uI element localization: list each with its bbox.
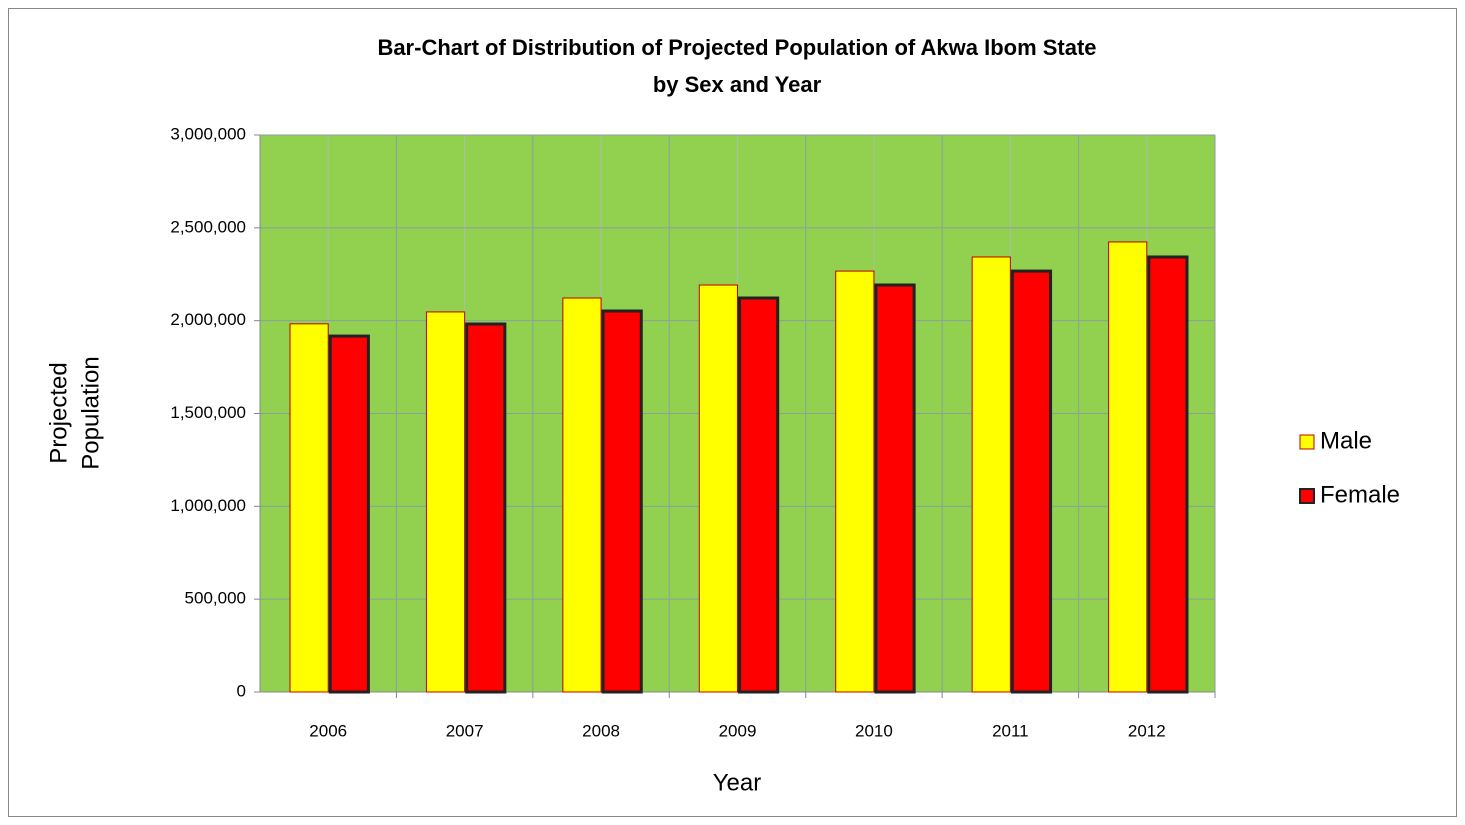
bar — [1010, 269, 1053, 694]
x-tick-label: 2007 — [446, 721, 484, 740]
bar — [874, 283, 916, 694]
x-axis-label: Year — [713, 769, 762, 796]
x-tick-label: 2008 — [582, 721, 620, 740]
chart-title: Bar-Chart of Distribution of Projected P… — [377, 35, 1096, 60]
x-tick-label: 2006 — [309, 721, 347, 740]
y-tick-label: 1,500,000 — [170, 403, 246, 422]
y-tick-label: 3,000,000 — [170, 124, 246, 143]
bar — [738, 296, 780, 694]
bar — [425, 311, 466, 693]
y-axis-label: Projected — [45, 362, 72, 463]
bar — [601, 309, 643, 694]
bar — [328, 334, 370, 694]
bar — [1147, 255, 1189, 694]
y-tick-label: 2,000,000 — [170, 310, 246, 329]
x-tick-label: 2009 — [719, 721, 757, 740]
y-tick-label: 0 — [237, 681, 246, 700]
y-tick-label: 500,000 — [185, 589, 246, 608]
y-axis-label-group: Projected Population — [45, 356, 104, 469]
bar — [835, 270, 875, 693]
x-tick-label: 2012 — [1128, 721, 1166, 740]
x-tick-label: 2011 — [992, 721, 1029, 740]
y-tick-label: 1,000,000 — [170, 496, 246, 515]
bar — [289, 323, 329, 693]
bar — [465, 322, 507, 694]
x-tick-label: 2010 — [855, 721, 893, 740]
bar — [562, 297, 602, 693]
legend-label: Male — [1320, 427, 1372, 454]
bar — [1108, 241, 1148, 693]
legend-swatch — [1299, 434, 1315, 450]
y-tick-label: 2,500,000 — [170, 217, 246, 236]
chart-title: by Sex and Year — [653, 72, 822, 97]
y-axis-label: Population — [77, 356, 104, 469]
legend-swatch — [1299, 488, 1315, 504]
bar — [698, 284, 738, 693]
legend-label: Female — [1320, 481, 1400, 508]
bar — [971, 256, 1011, 693]
